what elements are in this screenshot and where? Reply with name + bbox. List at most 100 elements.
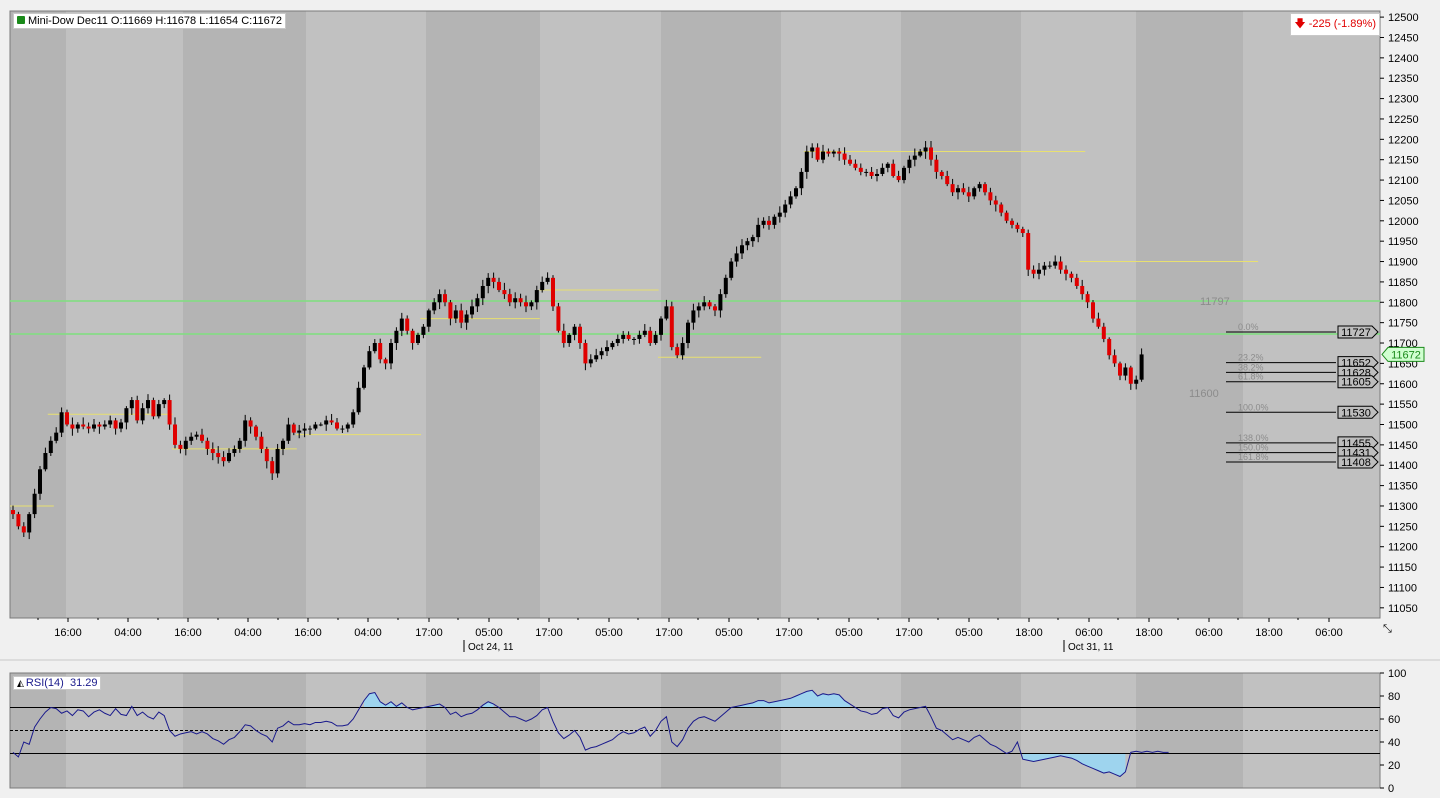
candle-body	[745, 241, 750, 246]
x-tick-label: 17:00	[415, 627, 443, 639]
candle-body	[108, 420, 113, 425]
candle-body	[831, 151, 836, 154]
rsi-y-tick-label: 40	[1388, 737, 1400, 749]
x-tick-label: 17:00	[895, 627, 923, 639]
candle-body	[1037, 269, 1041, 274]
candle-body	[1074, 277, 1079, 286]
candle-body	[205, 440, 210, 449]
y-tick-label: 12150	[1388, 155, 1419, 167]
last-price-tag	[1381, 346, 1425, 362]
candle-body	[129, 400, 134, 409]
y-tick-label: 12200	[1388, 134, 1419, 146]
x-tick-label: 18:00	[1135, 627, 1163, 639]
candle-body	[443, 294, 447, 303]
candle-body	[637, 334, 642, 339]
candle-body	[1107, 338, 1112, 356]
candle-body	[221, 457, 226, 462]
symbol-info-text: Mini-Dow Dec11 O:11669 H:11678 L:11654 C…	[28, 15, 282, 27]
y-tick-label: 12000	[1388, 216, 1419, 228]
candle-body	[821, 151, 825, 160]
fib-low-label: 11600	[1189, 388, 1219, 400]
candle-body	[783, 204, 788, 213]
candle-body	[869, 171, 874, 176]
candle-body	[173, 424, 177, 445]
candle-body	[578, 326, 582, 344]
candle-body	[232, 448, 237, 454]
candle-body	[11, 510, 15, 515]
candle-body	[405, 318, 410, 331]
y-tick-label: 12100	[1388, 175, 1419, 187]
candle-body	[167, 400, 172, 425]
candle-body	[97, 424, 102, 427]
fib-level-pct: 150.0%	[1238, 443, 1269, 453]
candle-body	[194, 434, 199, 437]
candle-body	[999, 204, 1004, 213]
rsi-pane[interactable]: 0 20 40 60 80 100	[9, 668, 1406, 795]
candle-body	[48, 440, 53, 454]
candle-body	[966, 192, 971, 197]
candle-body	[113, 420, 118, 429]
x-tick-label: 17:00	[655, 627, 683, 639]
candle-body	[470, 306, 474, 315]
fib-level-pct: 0.0%	[1238, 322, 1259, 332]
candle-body	[1139, 354, 1144, 380]
candle-body	[264, 448, 269, 462]
candle-body	[529, 302, 534, 307]
candle-body	[750, 237, 755, 242]
candle-body	[448, 302, 453, 319]
candle-body	[275, 448, 280, 474]
candle-body	[691, 310, 696, 323]
candle-body	[934, 159, 939, 172]
candle-body	[885, 163, 890, 168]
candle-body	[696, 306, 701, 311]
candle-body	[583, 343, 588, 364]
candle-body	[38, 469, 42, 494]
x-tick-label: 06:00	[1315, 627, 1343, 639]
candle-body	[254, 426, 258, 437]
session-band	[661, 11, 781, 618]
rsi-y-tick-label: 0	[1388, 783, 1394, 795]
candle-body	[707, 302, 712, 307]
rsi-line	[12, 689, 1169, 778]
candle-body	[929, 147, 933, 160]
candle-body	[534, 290, 539, 303]
candle-body	[200, 434, 204, 441]
symbol-color-icon	[17, 16, 25, 24]
candle-body	[383, 359, 388, 364]
candle-body	[92, 424, 96, 429]
candle-body	[459, 310, 464, 323]
change-label: 🡇 -225 (-1.89%)	[1290, 13, 1380, 36]
candle-body	[1091, 302, 1095, 319]
candle-body	[615, 338, 620, 344]
candle-body	[27, 514, 32, 533]
candle-body	[675, 347, 680, 356]
candle-body	[1026, 233, 1031, 270]
candle-body	[977, 184, 982, 189]
session-band	[306, 11, 426, 618]
candle-body	[950, 184, 955, 193]
candle-body	[810, 147, 815, 152]
candle-body	[1031, 269, 1036, 274]
price-pane[interactable]: 11050 11100 11150 11200 11250 11300 11350 11400…	[0, 10, 1440, 661]
candle-body	[858, 167, 863, 172]
last-price-label: 11672	[1391, 349, 1421, 361]
candle-body	[880, 167, 885, 174]
y-tick-label: 11150	[1388, 562, 1417, 574]
candle-body	[567, 334, 572, 344]
candle-body	[367, 351, 372, 368]
fib-level-pct: 23.2%	[1238, 353, 1264, 363]
candle-body	[43, 453, 48, 470]
y-tick-label: 11100	[1388, 582, 1417, 594]
y-tick-label: 11750	[1388, 318, 1418, 330]
session-band	[426, 11, 540, 618]
x-tick-label: 18:00	[1015, 627, 1043, 639]
rsi-name: RSI(14)	[25, 677, 64, 689]
rsi-y-tick-label: 20	[1388, 760, 1400, 772]
y-tick-label: 11600	[1388, 379, 1418, 391]
candle-body	[86, 426, 91, 429]
candle-body	[151, 400, 156, 417]
candle-body	[939, 171, 944, 176]
candle-body	[421, 326, 426, 335]
candle-body	[507, 294, 512, 303]
candle-body	[756, 224, 761, 238]
